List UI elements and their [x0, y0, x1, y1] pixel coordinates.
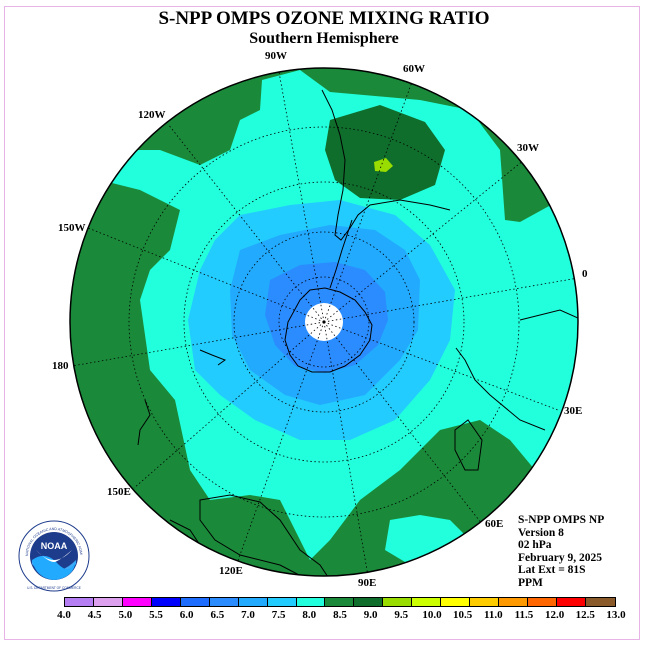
- lon-label-150w: 150W: [58, 222, 86, 234]
- lon-label-120e: 120E: [219, 565, 243, 577]
- colorbar-segment: [238, 598, 268, 606]
- colorbar-tick-label: 5.0: [118, 609, 133, 621]
- noaa-logo: NOAA NATIONAL OCEANIC AND ATMOSPHERIC AD…: [18, 520, 90, 592]
- lon-label-0: 0: [582, 268, 588, 280]
- lon-label-90w: 90W: [265, 50, 287, 62]
- colorbar-tick-label: 11.0: [483, 609, 503, 621]
- coast-africa: [519, 309, 578, 321]
- colorbar-segment: [296, 598, 326, 606]
- colorbar-segment: [151, 598, 181, 606]
- noaa-logo-text: NOAA: [41, 541, 68, 551]
- colorbar-segment: [180, 598, 210, 606]
- colorbar-tick-label: 9.5: [394, 609, 409, 621]
- colorbar-tick-label: 7.0: [241, 609, 255, 621]
- colorbar-segment: [412, 598, 442, 606]
- colorbar-segment: [65, 598, 94, 606]
- colorbar-tick-label: 4.5: [87, 609, 102, 621]
- lon-label-180: 180: [52, 360, 69, 372]
- colorbar-tick-label: 10.0: [422, 609, 442, 621]
- map-disk: [70, 68, 578, 576]
- colorbar-tick-label: 10.5: [453, 609, 473, 621]
- coast-antarctic-peninsula: [329, 219, 353, 289]
- colorbar-tick-label: 6.5: [210, 609, 225, 621]
- lon-label-30w: 30W: [517, 142, 539, 154]
- coast-africa-2: [455, 347, 546, 431]
- colorbar-tick-label: 8.5: [333, 609, 347, 621]
- colorbar-tick-label: 11.5: [514, 609, 534, 621]
- longitude-lines: [71, 71, 578, 576]
- info-units: PPM: [518, 576, 543, 589]
- coast-antarctica: [284, 287, 373, 373]
- colorbar-tick-label: 9.0: [363, 609, 378, 621]
- colorbar-segment: [325, 598, 355, 606]
- colorbar-tick-label: 12.0: [544, 609, 565, 621]
- colorbar-segment: [209, 598, 239, 606]
- colorbar-segment: [267, 598, 297, 606]
- colorbar-segment: [441, 598, 471, 606]
- colorbar-tick-label: 5.5: [149, 609, 163, 621]
- colorbar-tick-label: 13.0: [606, 609, 626, 621]
- colorbar-tick-label: 4.0: [57, 609, 71, 621]
- colorbar-segment: [470, 598, 500, 606]
- info-instrument: S-NPP OMPS NP: [518, 514, 605, 526]
- lon-label-90e: 90E: [358, 577, 377, 589]
- colorbar-segment: [556, 598, 586, 606]
- coast-new-zealand-2: [137, 399, 151, 446]
- info-version: Version 8: [518, 526, 564, 539]
- colorbar-segment: [528, 598, 557, 606]
- info-lat-extent: Lat Ext = 81S: [518, 564, 586, 577]
- info-date: February 9, 2025: [518, 551, 603, 564]
- info-pressure-level: 02 hPa: [518, 539, 552, 552]
- lon-label-60e: 60E: [485, 518, 504, 530]
- colorbar-segment: [585, 598, 615, 606]
- colorbar-segment: [383, 598, 413, 606]
- map-subtitle: Southern Hemisphere: [249, 30, 399, 47]
- coast-new-zealand: [199, 349, 227, 366]
- coastlines: [137, 89, 578, 576]
- region-9-0: [325, 105, 445, 200]
- coast-madagascar: [454, 419, 483, 471]
- region-9-5: [374, 158, 393, 172]
- colorbar-segment: [354, 598, 384, 606]
- colorbar-tick-label: 12.5: [575, 609, 595, 621]
- latitude-circles: [128, 126, 520, 518]
- colorbar-tick-label: 8.0: [302, 609, 317, 621]
- colorbar-segment: [93, 598, 123, 606]
- figure-frame: [4, 6, 640, 640]
- lon-label-30e: 30E: [564, 405, 583, 417]
- colorbar-segment: [122, 598, 152, 606]
- coast-australia: [199, 494, 331, 576]
- lon-label-120w: 120W: [138, 109, 166, 121]
- lon-label-150e: 150E: [107, 486, 131, 498]
- colorbar-tick-label: 7.5: [271, 609, 286, 621]
- colorbar: [64, 597, 616, 607]
- map-title: S-NPP OMPS OZONE MIXING RATIO: [158, 8, 490, 29]
- map-border: [69, 67, 579, 577]
- coast-south-america: [321, 89, 451, 241]
- colorbar-tick-label: 6.0: [179, 609, 194, 621]
- info-panel: S-NPP OMPS NP Version 8 02 hPa February …: [518, 514, 604, 590]
- colorbar-segment: [499, 598, 528, 606]
- noaa-logo-bottom-text: U.S. DEPARTMENT OF COMMERCE: [27, 586, 81, 590]
- lon-label-60w: 60W: [403, 63, 425, 75]
